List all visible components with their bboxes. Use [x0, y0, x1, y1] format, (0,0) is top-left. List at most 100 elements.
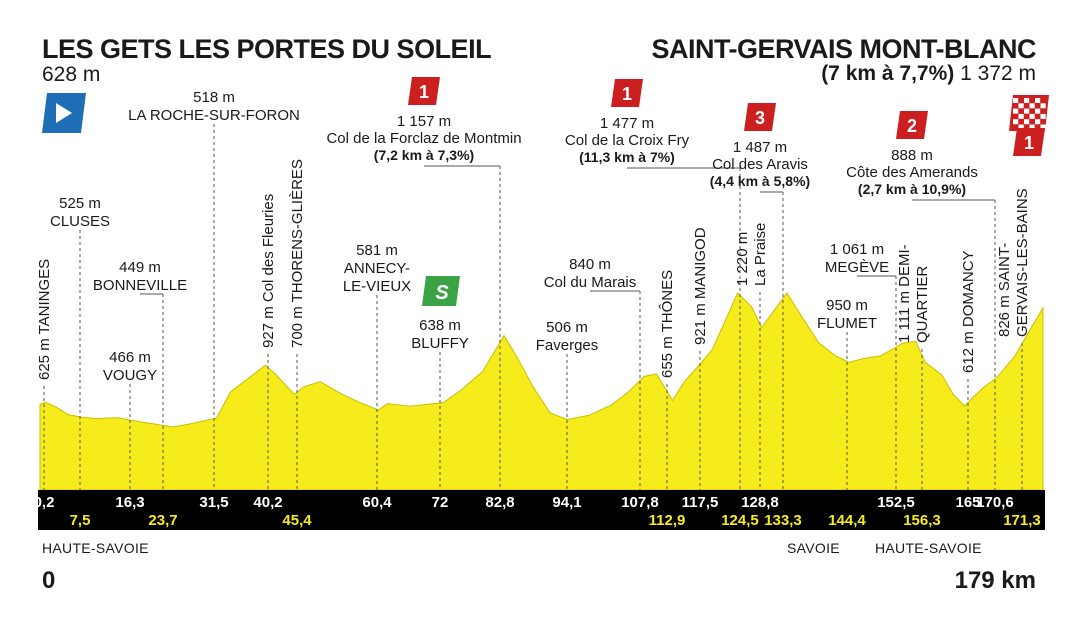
- finish-flag: [1009, 95, 1049, 131]
- checker-cell: [1018, 113, 1024, 119]
- km-tick-label: 112,9: [649, 512, 686, 529]
- km-tick-label: 117,5: [682, 494, 719, 511]
- point-label: 518 m LA ROCHE-SUR-FORON: [128, 89, 300, 124]
- checker-cell: [1040, 113, 1046, 119]
- km-tick-label: 152,5: [877, 494, 915, 511]
- sprint-badge: S: [422, 276, 460, 306]
- region-label: HAUTE-SAVOIE: [42, 540, 149, 556]
- badge-shape: [1013, 128, 1045, 156]
- point-label: 638 m BLUFFY: [411, 317, 469, 352]
- km-tick-label: 16,3: [115, 494, 144, 511]
- km-tick-label: 72: [432, 494, 449, 511]
- checker-cell: [1013, 119, 1019, 125]
- climb-category-badge: 3: [744, 103, 776, 131]
- checker-cell: [1035, 98, 1041, 103]
- km-tick-label: 94,1: [552, 494, 581, 511]
- checker-cell: [1029, 113, 1035, 119]
- badge-text: 1: [1024, 133, 1034, 153]
- checker-cell: [1018, 124, 1024, 130]
- km-tick-label: 171,3: [1003, 512, 1041, 529]
- point-label: (2,7 km à 10,9%): [858, 181, 966, 197]
- km-tick-label: 7,5: [70, 512, 91, 529]
- point-label: 612 m DOMANCY: [960, 250, 977, 373]
- km-tick-label: 133,3: [764, 512, 802, 529]
- km-tick-label: 82,8: [485, 494, 514, 511]
- km-tick-label: 165: [955, 494, 980, 511]
- climb-category-badge: 2: [896, 111, 928, 139]
- finish-altitude: 1 372 m: [960, 62, 1036, 85]
- badge-text: 1: [622, 84, 632, 104]
- checker-cell: [1024, 98, 1030, 103]
- profile-area: [39, 292, 1044, 491]
- point-label: 506 m Faverges: [536, 319, 599, 354]
- badge-text: 3: [755, 108, 765, 128]
- point-label: 700 m THORENS-GLIÈRES: [289, 159, 306, 348]
- checker-cell: [1040, 103, 1046, 109]
- point-label: (4,4 km à 5,8%): [710, 173, 810, 189]
- km-tick-label: 144,4: [828, 512, 866, 529]
- km-tick-label: 23,7: [148, 512, 177, 529]
- climb-category-badge: 1: [408, 77, 440, 105]
- climb-category-badge: 1: [1013, 128, 1045, 156]
- point-label: 927 m Col des Fleuries: [260, 194, 277, 348]
- badge-shape: [408, 77, 440, 105]
- point-label: 1 157 m Col de la Forclaz de Montmin: [326, 113, 521, 147]
- badge-shape: [744, 103, 776, 131]
- badge-text: 1: [419, 82, 429, 102]
- play-arrow: [56, 103, 72, 123]
- checker-cell: [1035, 108, 1041, 114]
- point-label: 449 m BONNEVILLE: [93, 259, 187, 294]
- point-label: 826 m SAINT-GERVAIS-LES-BAINS: [996, 188, 1031, 337]
- km-tick-label: 45,4: [282, 512, 312, 529]
- km-tick-label: 156,3: [903, 512, 941, 529]
- badge-shape: [896, 111, 928, 139]
- km-tick-label: 31,5: [199, 494, 228, 511]
- start-altitude: 628 m: [42, 63, 101, 86]
- start-town-title: LES GETS LES PORTES DU SOLEIL: [42, 34, 492, 64]
- climb-category-badge: 1: [611, 79, 643, 107]
- checker-cell: [1018, 103, 1024, 109]
- badge-text: 2: [907, 116, 917, 136]
- checker-cell: [1013, 108, 1019, 114]
- distance-start: 0: [42, 567, 56, 594]
- point-label: 888 m Côte des Amerands: [846, 147, 978, 181]
- start-flag-icon: [42, 93, 86, 133]
- point-label: 581 m ANNECY-LE-VIEUX: [343, 242, 411, 295]
- point-label: 525 m CLUSES: [50, 195, 110, 230]
- checker-cell: [1035, 119, 1041, 125]
- checker-cell: [1029, 124, 1035, 130]
- km-tick-label: 128,8: [741, 494, 779, 511]
- point-label: 950 m FLUMET: [817, 297, 877, 332]
- checker-cell: [1024, 119, 1030, 125]
- point-label: (11,3 km à 7%): [579, 149, 675, 165]
- point-label: 466 m VOUGY: [103, 349, 157, 384]
- checker-cell: [1040, 124, 1046, 130]
- point-label: 840 m Col du Marais: [544, 256, 637, 291]
- point-label: 1 477 m Col de la Croix Fry: [565, 115, 690, 149]
- region-label: HAUTE-SAVOIE: [875, 540, 982, 556]
- checker-cell: [1013, 98, 1019, 103]
- point-label: 655 m THÔNES: [659, 270, 676, 378]
- point-label: 1 487 m Col des Aravis: [712, 139, 808, 173]
- point-label: 1 061 m MEGÈVE: [825, 241, 889, 276]
- km-tick-label: 107,8: [621, 494, 659, 511]
- finish-climb: (7 km à 7,7%): [821, 62, 955, 85]
- distance-end: 179 km: [954, 567, 1036, 594]
- finish-town-title: SAINT-GERVAIS MONT-BLANC: [651, 34, 1036, 64]
- finish-climb-line: (7 km à 7,7%) 1 372 m: [821, 62, 1036, 86]
- distance-band: [38, 490, 1045, 530]
- badge-shape: [422, 276, 460, 306]
- km-tick-label: 60,4: [362, 494, 392, 511]
- point-label: (7,2 km à 7,3%): [374, 147, 474, 163]
- km-tick-label: 40,2: [253, 494, 282, 511]
- point-label: 1 111 m DEMI-QUARTIER: [896, 244, 931, 343]
- point-label: 625 m TANINGES: [36, 259, 53, 380]
- km-tick-label: 170,6: [976, 494, 1014, 511]
- badge-shape: [611, 79, 643, 107]
- badge-text: S: [435, 282, 449, 304]
- checker-cell: [1029, 103, 1035, 109]
- checker-cell: [1024, 108, 1030, 114]
- km-tick-label: 0,2: [34, 494, 55, 511]
